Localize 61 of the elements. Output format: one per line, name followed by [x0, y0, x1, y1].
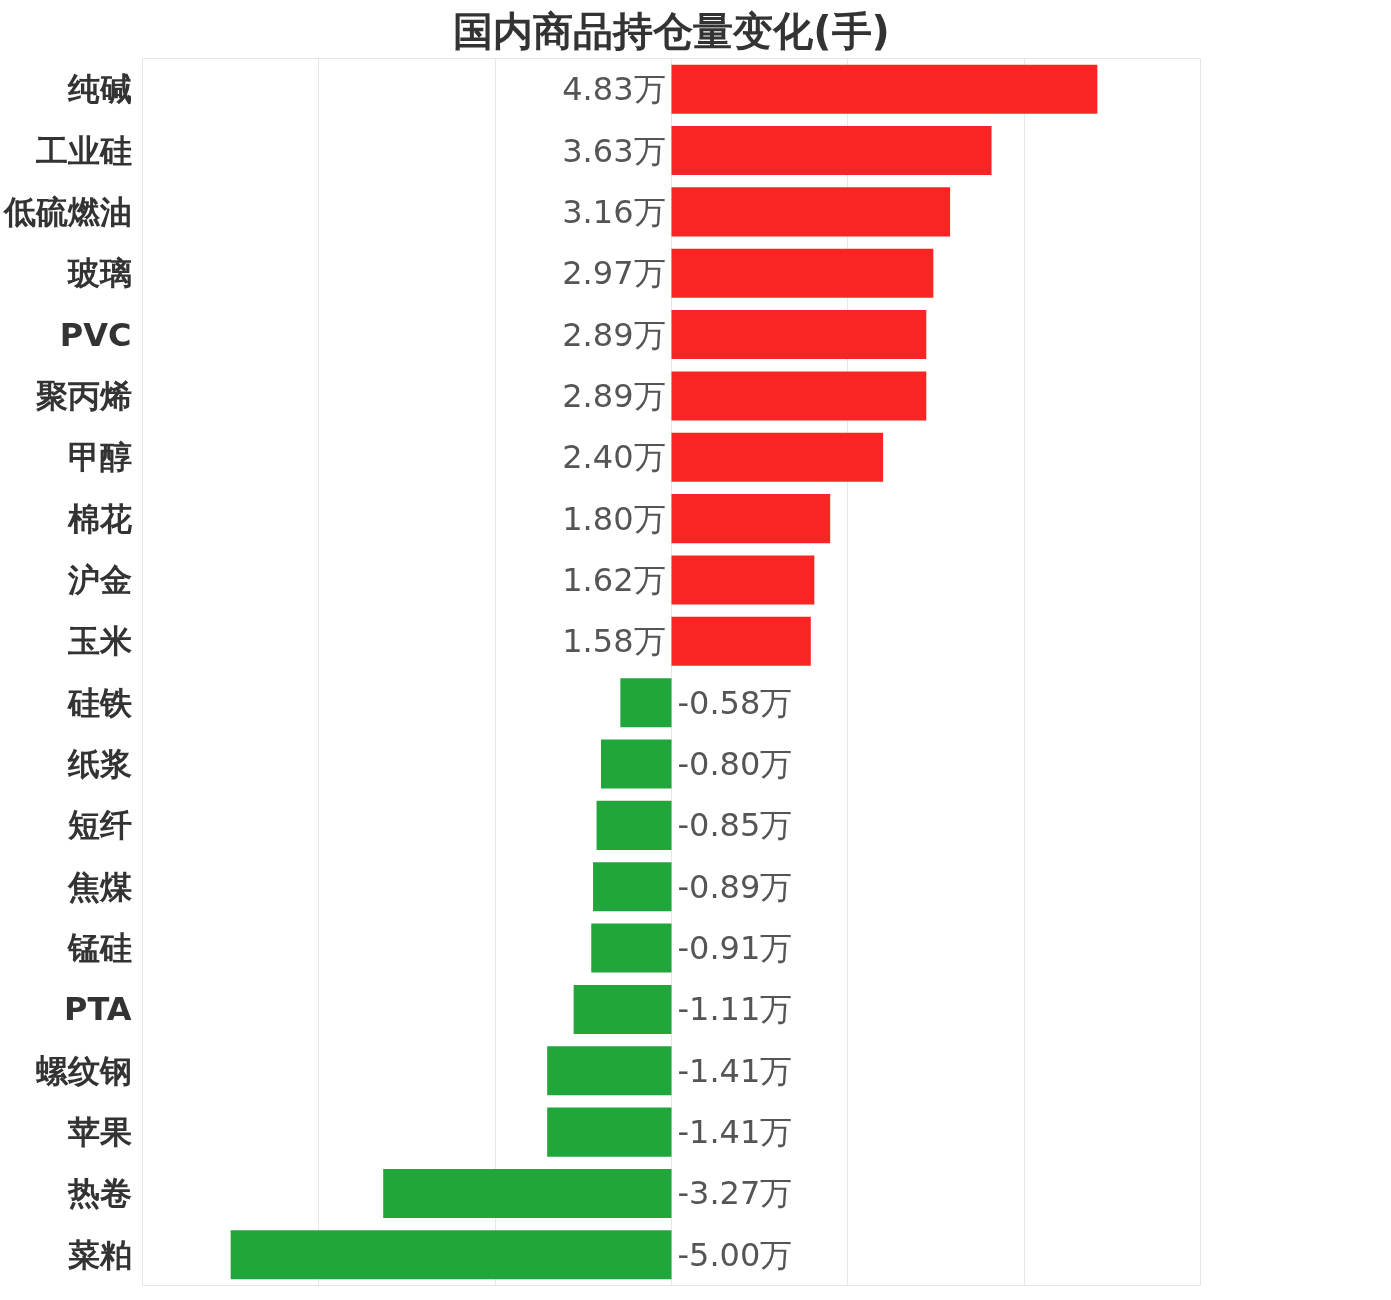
- chart-title: 国内商品持仓量变化(手): [453, 7, 890, 54]
- data-label: -3.27万: [677, 1174, 793, 1213]
- bar: [671, 187, 951, 237]
- data-label: -1.41万: [677, 1051, 793, 1090]
- y-tick-label: 玻璃: [66, 254, 132, 293]
- bar: [383, 1168, 672, 1219]
- bar: [671, 494, 831, 544]
- data-label: 2.89万: [562, 376, 666, 415]
- bar: [671, 616, 811, 666]
- bar: [620, 678, 672, 728]
- data-label: 3.63万: [562, 131, 666, 170]
- y-tick-label: 纯碱: [66, 70, 132, 109]
- data-label: 2.89万: [562, 315, 666, 354]
- y-tick-label: 焦煤: [66, 867, 132, 906]
- data-label: 1.62万: [562, 560, 666, 599]
- y-tick-label: 玉米: [66, 622, 132, 661]
- data-label: -1.11万: [677, 990, 793, 1029]
- y-tick-label: 甲醇: [67, 438, 132, 477]
- bar: [671, 371, 927, 421]
- bar: [596, 800, 672, 850]
- y-tick-label: 热卷: [66, 1174, 132, 1213]
- bar: [573, 984, 672, 1034]
- data-label: 4.83万: [562, 70, 666, 109]
- y-tick-label: 苹果: [66, 1113, 132, 1152]
- bar: [547, 1107, 672, 1157]
- y-tick-label: PTA: [63, 990, 132, 1029]
- data-label: -1.41万: [677, 1113, 793, 1152]
- data-label: 1.80万: [562, 499, 666, 538]
- y-tick-label: 螺纹钢: [34, 1051, 132, 1090]
- bar: [671, 248, 934, 298]
- y-tick-label: 工业硅: [34, 131, 132, 170]
- bar: [671, 555, 815, 605]
- data-label: 3.16万: [562, 192, 666, 231]
- y-tick-label: 聚丙烯: [34, 376, 132, 415]
- data-label: -5.00万: [677, 1235, 793, 1274]
- y-tick-label: 纸浆: [66, 745, 132, 784]
- bar: [671, 64, 1098, 114]
- data-label: -0.89万: [677, 867, 793, 906]
- bar: [671, 432, 884, 482]
- bar: [230, 1230, 672, 1280]
- data-label: 2.97万: [562, 254, 666, 293]
- data-label: -0.85万: [677, 806, 793, 845]
- data-label: 2.40万: [562, 438, 666, 477]
- bar: [593, 862, 672, 912]
- y-tick-label: 短纤: [66, 806, 132, 845]
- data-label: -0.80万: [677, 745, 793, 784]
- bar: [547, 1046, 672, 1096]
- y-tick-label: 锰硅: [66, 929, 132, 968]
- y-tick-label: PVC: [59, 315, 132, 354]
- bar: [591, 923, 672, 973]
- data-label: -0.58万: [677, 683, 793, 722]
- y-tick-label: 棉花: [66, 499, 132, 538]
- data-label: -0.91万: [677, 929, 793, 968]
- y-tick-label: 低硫燃油: [1, 192, 132, 231]
- y-tick-label: 沪金: [66, 560, 132, 599]
- y-tick-label: 硅铁: [66, 683, 132, 722]
- bar: [671, 310, 927, 360]
- data-label: 1.58万: [562, 622, 666, 661]
- y-tick-label: 菜粕: [66, 1235, 132, 1274]
- bar: [600, 739, 672, 789]
- bar: [671, 125, 992, 176]
